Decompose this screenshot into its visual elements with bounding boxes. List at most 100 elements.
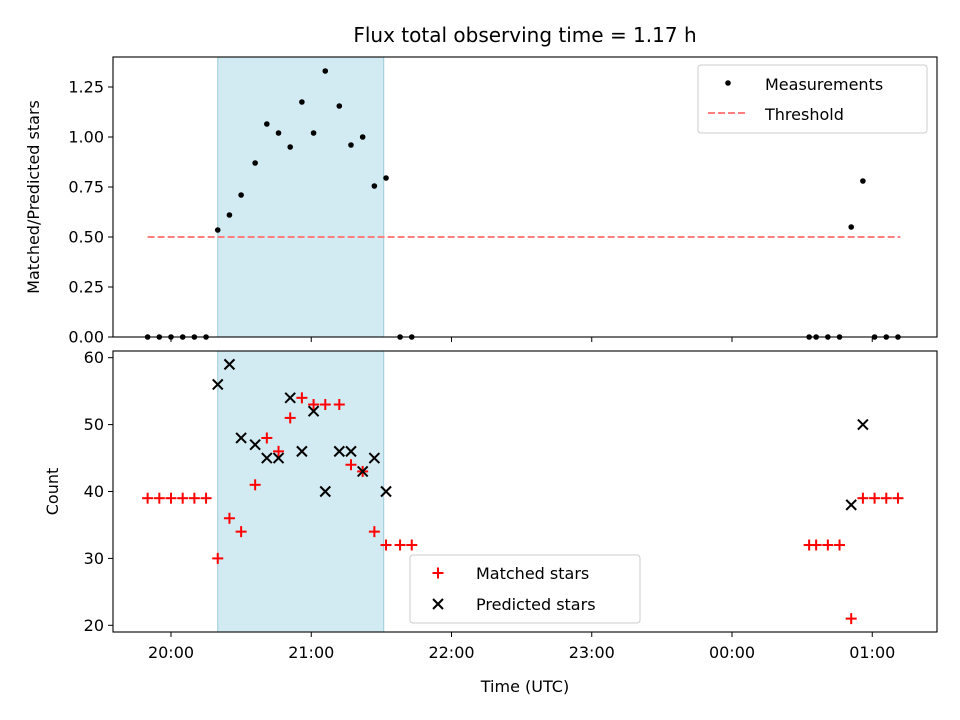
matched-star-point-17 xyxy=(345,459,357,471)
bottom-ytick-label-1: 30 xyxy=(84,549,104,568)
top-ytick-label-0: 0.00 xyxy=(68,328,104,347)
matched-star-point-15 xyxy=(319,399,331,411)
predicted-star-point-8 xyxy=(307,405,320,417)
legend-predicted-cross xyxy=(432,598,444,610)
measurement-point-14 xyxy=(310,130,317,136)
matched-star-point-9 xyxy=(249,479,261,491)
top-axes-frame xyxy=(112,56,938,338)
bottom-ytick-label-0: 20 xyxy=(84,616,104,635)
matched-star-point-4 xyxy=(188,492,200,504)
bottom-xtick-label-3: 23:00 xyxy=(569,643,615,662)
legend-measurements-label: Measurements xyxy=(765,75,883,94)
matched-star-point-5 xyxy=(200,492,212,504)
matched-star-point-7 xyxy=(223,512,235,524)
top-legend-box xyxy=(697,64,928,134)
predicted-star-point-6 xyxy=(284,392,296,404)
matched-star-point-14 xyxy=(308,399,320,411)
matched-star-point-21 xyxy=(394,539,406,551)
predicted-star-point-16 xyxy=(857,418,869,431)
matched-star-point-26 xyxy=(834,539,846,551)
measurement-point-16 xyxy=(336,103,343,109)
top-ytick-label-2: 0.50 xyxy=(68,228,104,247)
predicted-star-point-9 xyxy=(319,485,331,498)
bottom-xtick-label-2: 22:00 xyxy=(428,643,474,662)
legend-predicted-marker xyxy=(432,598,444,610)
top-y-ticks: 0.00 0.25 0.50 0.75 1.00 1.25 xyxy=(68,78,113,347)
legend-predicted-label: Predicted stars xyxy=(476,595,596,614)
bottom-xtick-label-0: 20:00 xyxy=(148,643,194,662)
measurement-point-10 xyxy=(264,121,270,127)
bottom-y-axis-label: Count xyxy=(43,468,62,516)
matched-star-point-30 xyxy=(880,492,892,504)
matched-star-point-31 xyxy=(892,492,904,504)
matched-star-point-20 xyxy=(380,539,392,551)
matched-star-point-22 xyxy=(406,539,418,551)
matched-star-point-24 xyxy=(810,539,822,551)
bottom-legend: Matched stars Predicted stars xyxy=(409,554,641,624)
matched-star-point-10 xyxy=(261,432,273,444)
bottom-ytick-label-3: 50 xyxy=(84,415,104,434)
matched-star-point-0 xyxy=(142,492,154,504)
matched-star-point-1 xyxy=(153,492,165,504)
matched-star-point-2 xyxy=(165,492,177,504)
x-axis-label: Time (UTC) xyxy=(480,677,569,696)
bottom-xtick-label-1: 21:00 xyxy=(288,643,334,662)
measurement-point-7 xyxy=(226,212,233,218)
matched-star-point-8 xyxy=(235,526,247,538)
matched-star-point-27 xyxy=(845,613,857,625)
matched-star-point-29 xyxy=(869,492,881,504)
bottom-y-ticks: 20 30 40 50 60 xyxy=(84,348,113,635)
matched-star-point-13 xyxy=(296,392,308,404)
measurement-point-28 xyxy=(860,178,866,184)
measurement-point-20 xyxy=(383,175,389,181)
measurement-point-15 xyxy=(322,68,329,74)
bottom-xtick-label-5: 01:00 xyxy=(849,643,895,662)
bottom-shaded-span xyxy=(217,350,385,633)
bottom-ytick-label-2: 40 xyxy=(84,482,104,501)
predicted-star-point-15 xyxy=(845,499,857,511)
top-ytick-label-3: 0.75 xyxy=(68,178,104,197)
predicted-star-point-4 xyxy=(261,452,273,464)
predicted-star-point-14 xyxy=(380,485,392,498)
measurement-point-19 xyxy=(371,183,378,189)
legend-matched-plus xyxy=(432,567,444,579)
matched-star-point-11 xyxy=(273,445,285,457)
matched-star-point-6 xyxy=(212,552,224,564)
matched-star-point-12 xyxy=(284,412,296,424)
bottom-xtick-label-4: 00:00 xyxy=(709,643,755,662)
bottom-legend-box xyxy=(409,554,641,624)
measurement-point-6 xyxy=(214,227,221,233)
predicted-star-point-12 xyxy=(356,465,369,478)
bottom-ytick-label-4: 60 xyxy=(84,348,104,367)
top-ytick-label-1: 0.25 xyxy=(68,278,104,297)
predicted-star-point-2 xyxy=(235,432,247,444)
measurement-point-18 xyxy=(359,134,366,140)
chart-title: Flux total observing time = 1.17 h xyxy=(353,23,696,47)
measurement-point-13 xyxy=(299,99,305,105)
predicted-star-point-7 xyxy=(296,445,308,458)
bottom-x-ticks: 20:00 21:00 22:00 23:00 00:00 01:00 xyxy=(148,632,895,662)
top-panel: 0.00 0.25 0.50 0.75 1.00 1.25 Flux total obse… xyxy=(24,23,938,347)
matched-star-point-25 xyxy=(822,539,834,551)
top-legend: Measurements Threshold xyxy=(697,64,928,134)
matched-star-point-16 xyxy=(333,399,345,411)
predicted-star-point-5 xyxy=(272,452,285,464)
top-ytick-label-4: 1.00 xyxy=(68,128,104,147)
matched-star-point-3 xyxy=(177,492,189,504)
top-ytick-label-5: 1.25 xyxy=(68,78,104,97)
measurement-point-8 xyxy=(238,192,244,198)
predicted-star-point-11 xyxy=(345,445,357,458)
bottom-panel: 20 30 40 50 60 20:00 21:00 22:00 23:00 00:00 01:0… xyxy=(43,348,938,696)
matched-star-point-28 xyxy=(857,492,869,504)
predicted-star-point-13 xyxy=(368,452,381,464)
top-y-axis-label: Matched/Predicted stars xyxy=(24,100,43,294)
predicted-star-point-0 xyxy=(212,378,224,391)
legend-measurements-marker xyxy=(725,80,731,86)
legend-matched-marker xyxy=(432,567,444,579)
legend-threshold-label: Threshold xyxy=(764,105,844,124)
measurement-point-27 xyxy=(848,224,855,230)
legend-matched-label: Matched stars xyxy=(476,564,589,583)
measurement-point-9 xyxy=(252,160,258,166)
predicted-star-point-1 xyxy=(223,358,236,371)
